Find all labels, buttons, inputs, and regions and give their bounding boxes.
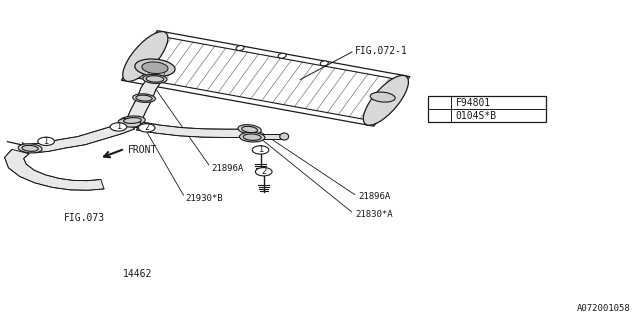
Ellipse shape: [239, 132, 265, 142]
Text: 1: 1: [44, 137, 49, 146]
FancyBboxPatch shape: [428, 96, 546, 122]
Ellipse shape: [18, 144, 42, 153]
Text: 2: 2: [261, 167, 266, 176]
Text: 2: 2: [436, 111, 442, 120]
Text: 21830*A: 21830*A: [355, 210, 393, 219]
Polygon shape: [260, 134, 283, 140]
Ellipse shape: [278, 53, 286, 58]
Ellipse shape: [242, 126, 257, 132]
Ellipse shape: [146, 76, 164, 82]
Polygon shape: [136, 122, 244, 138]
Circle shape: [38, 137, 54, 146]
Ellipse shape: [236, 45, 244, 51]
Ellipse shape: [370, 92, 395, 102]
Circle shape: [255, 168, 272, 176]
Text: F94801: F94801: [456, 98, 491, 108]
Polygon shape: [121, 31, 410, 126]
Text: 14462: 14462: [123, 268, 152, 279]
Text: 21896A: 21896A: [358, 192, 390, 201]
Ellipse shape: [320, 61, 328, 66]
Ellipse shape: [143, 74, 167, 84]
Text: 1: 1: [116, 123, 121, 132]
Ellipse shape: [123, 32, 168, 82]
Text: 21896A: 21896A: [211, 164, 243, 172]
Circle shape: [110, 123, 127, 131]
Ellipse shape: [364, 75, 408, 125]
Ellipse shape: [143, 125, 150, 129]
Ellipse shape: [124, 117, 141, 124]
Ellipse shape: [118, 118, 141, 127]
Ellipse shape: [120, 116, 145, 125]
Text: 1: 1: [258, 146, 263, 155]
Polygon shape: [4, 149, 104, 190]
Text: 2: 2: [144, 124, 149, 132]
Circle shape: [431, 112, 447, 120]
Text: FIG.072-1: FIG.072-1: [355, 46, 408, 56]
Ellipse shape: [132, 94, 156, 102]
Text: 0104S*B: 0104S*B: [456, 111, 497, 121]
Text: FIG.073: FIG.073: [64, 212, 105, 223]
Ellipse shape: [243, 134, 261, 140]
Ellipse shape: [280, 133, 289, 140]
Circle shape: [252, 146, 269, 154]
Circle shape: [431, 99, 447, 106]
Circle shape: [138, 124, 155, 132]
Polygon shape: [31, 122, 134, 153]
Ellipse shape: [22, 145, 38, 151]
Ellipse shape: [136, 95, 152, 101]
Text: A072001058: A072001058: [577, 304, 630, 313]
Text: 1: 1: [436, 98, 442, 107]
Ellipse shape: [142, 62, 168, 74]
Ellipse shape: [135, 59, 175, 76]
Ellipse shape: [238, 125, 261, 134]
Polygon shape: [126, 69, 166, 121]
Text: 21930*B: 21930*B: [186, 194, 223, 203]
Text: FRONT: FRONT: [128, 145, 157, 156]
